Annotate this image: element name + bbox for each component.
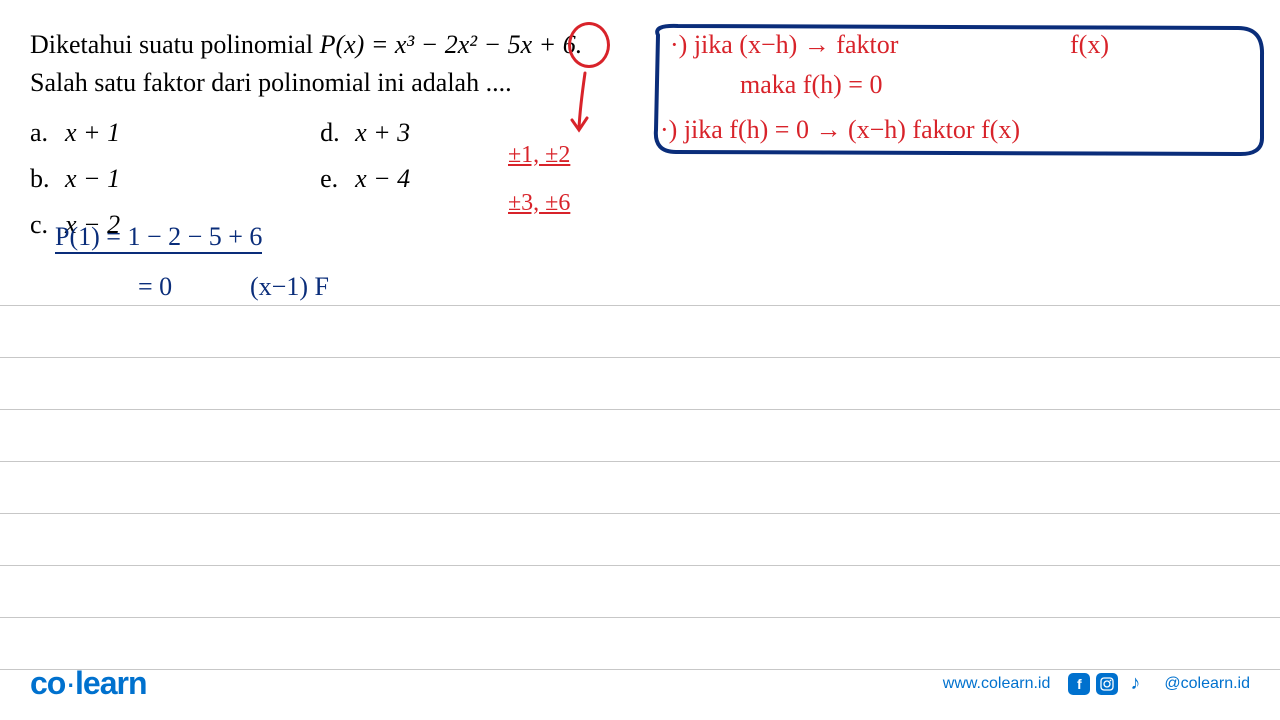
- footer-handle: @colearn.id: [1164, 675, 1250, 693]
- red-circle-annotation: [568, 22, 610, 68]
- ruled-paper-lines: [0, 254, 1280, 670]
- red-arrow-icon: [565, 68, 605, 148]
- box-note-3: ·) jika f(h) = 0 → (x−h) faktor f(x): [660, 115, 1020, 145]
- blue-work-2a: = 0: [138, 272, 172, 302]
- option-b: b.x − 1: [30, 164, 120, 194]
- option-d: d.x + 3: [320, 118, 410, 148]
- instagram-icon: [1096, 673, 1118, 695]
- box-note-1a: ·) jika (x−h) → faktor: [670, 30, 898, 60]
- options-col-2: d.x + 3 e.x − 4: [320, 118, 410, 240]
- option-a: a.x + 1: [30, 118, 120, 148]
- box-note-2: maka f(h) = 0: [740, 70, 882, 100]
- footer: co·learn www.colearn.id f ♪ @colearn.id: [0, 665, 1280, 702]
- tiktok-icon: ♪: [1124, 673, 1146, 695]
- blue-work-2b: (x−1) F: [250, 272, 329, 302]
- footer-url: www.colearn.id: [943, 675, 1051, 693]
- q1-formula: P(x) = x³ − 2x² − 5x + 6.: [320, 30, 583, 59]
- q1-prefix: Diketahui suatu polinomial: [30, 30, 320, 59]
- social-icons: f ♪: [1068, 673, 1146, 695]
- box-note-1b: f(x): [1070, 30, 1109, 60]
- option-e: e.x − 4: [320, 164, 410, 194]
- red-note-pm2: ±3, ±6: [508, 190, 570, 217]
- blue-work-1: P(1) = 1 − 2 − 5 + 6: [55, 222, 262, 252]
- footer-right: www.colearn.id f ♪ @colearn.id: [943, 673, 1250, 695]
- brand-logo: co·learn: [30, 665, 146, 702]
- facebook-icon: f: [1068, 673, 1090, 695]
- red-note-pm1: ±1, ±2: [508, 142, 570, 169]
